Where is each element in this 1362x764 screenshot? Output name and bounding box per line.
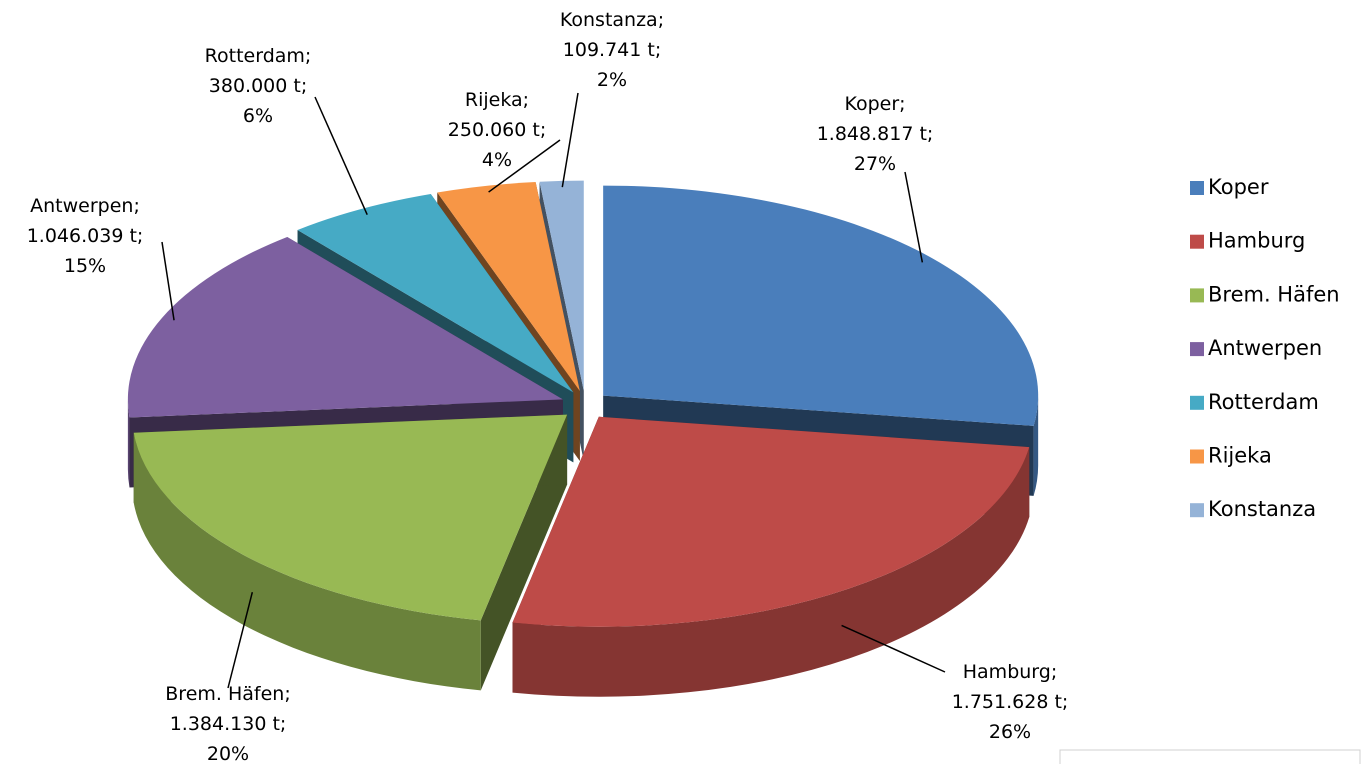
leader-line — [314, 96, 368, 215]
label-part: ; — [927, 123, 933, 145]
slice — [512, 416, 1030, 627]
slice-wall — [133, 432, 481, 691]
label-part: ; — [1051, 661, 1057, 683]
frame — [1059, 749, 1361, 764]
legend-swatch — [1190, 234, 1204, 249]
label-part: 380.000 t — [209, 75, 301, 97]
slice — [603, 185, 1039, 426]
data-label: Antwerpen; 1.046.039 t; 15% — [27, 195, 144, 277]
leader-line — [227, 592, 254, 689]
label-part: ; — [133, 195, 139, 217]
label-part: Hamburg — [963, 661, 1051, 683]
label-part: Konstanza — [560, 9, 658, 31]
label-part: 26% — [989, 721, 1031, 743]
data-label: Konstanza; 109.741 t; 2% — [560, 9, 664, 91]
label-part: ; — [899, 93, 905, 115]
slice — [539, 180, 584, 391]
label-part: 1.384.130 t — [170, 713, 280, 735]
legend-swatch — [1190, 395, 1204, 410]
label-part: 250.060 t — [448, 119, 540, 141]
slice — [133, 414, 568, 621]
slice-wall — [127, 399, 130, 488]
label-part: 1.046.039 t — [27, 225, 137, 247]
legend-swatch — [1190, 449, 1204, 464]
leader-line — [561, 92, 579, 188]
data-label: Rotterdam; 380.000 t; 6% — [205, 45, 312, 127]
leader-line — [161, 241, 175, 321]
label-part: ; — [655, 39, 661, 61]
label-part: 109.741 t — [563, 39, 655, 61]
legend-label: Rijeka — [1208, 444, 1272, 468]
label-part: ; — [523, 89, 529, 111]
label-part: 1.848.817 t — [817, 123, 927, 145]
label-part: ; — [301, 75, 307, 97]
legend-label: Rotterdam — [1208, 390, 1319, 414]
label-part: ; — [305, 45, 311, 67]
slice — [437, 182, 580, 391]
slice — [127, 236, 563, 418]
slice-wall — [512, 447, 1030, 697]
label-part: Brem. Häfen — [165, 683, 284, 705]
label-part: ; — [1062, 691, 1068, 713]
data-label: Koper; 1.848.817 t; 27% — [817, 93, 934, 175]
legend-swatch — [1190, 288, 1204, 303]
label-part: Rotterdam — [205, 45, 305, 67]
label-part: ; — [658, 9, 664, 31]
legend-swatch — [1190, 342, 1204, 357]
label-part: 4% — [482, 149, 512, 171]
slice-wall — [1033, 395, 1039, 496]
label-part: 1.751.628 t — [952, 691, 1062, 713]
label-part: ; — [280, 713, 286, 735]
leader-line — [488, 139, 561, 193]
data-label: Hamburg; 1.751.628 t; 26% — [952, 661, 1069, 743]
legend-swatch — [1190, 503, 1204, 518]
label-part: Rijeka — [465, 89, 523, 111]
legend-label: Hamburg — [1208, 229, 1305, 253]
slice — [297, 194, 574, 393]
label-part: Koper — [844, 93, 899, 115]
leader-line — [904, 171, 924, 263]
legend-label: Konstanza — [1208, 497, 1316, 521]
legend-label: Brem. Häfen — [1208, 282, 1340, 306]
legend-label: Koper — [1208, 175, 1269, 199]
legend-swatch — [1190, 181, 1204, 195]
label-part: 27% — [854, 153, 896, 175]
data-label: Rijeka; 250.060 t; 4% — [448, 89, 546, 171]
label-part: 20% — [207, 743, 249, 764]
label-part: ; — [284, 683, 290, 705]
legend-label: Antwerpen — [1208, 336, 1322, 360]
label-part: ; — [540, 119, 546, 141]
label-part: 2% — [597, 69, 627, 91]
label-part: 15% — [64, 255, 106, 277]
label-part: 6% — [243, 105, 273, 127]
label-part: ; — [137, 225, 143, 247]
data-label: Brem. Häfen; 1.384.130 t; 20% — [165, 683, 290, 764]
label-part: Antwerpen — [30, 195, 133, 217]
leader-line — [841, 624, 946, 673]
